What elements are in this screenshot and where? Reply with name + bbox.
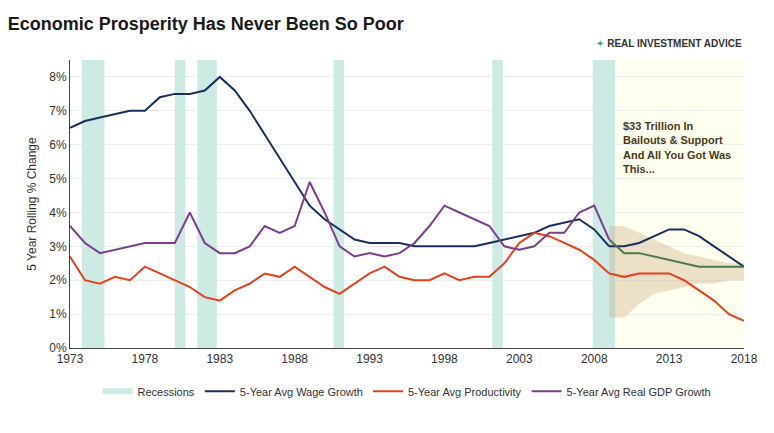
svg-text:2%: 2% xyxy=(49,273,67,287)
svg-text:Recessions: Recessions xyxy=(138,386,195,398)
svg-text:5-Year Avg Productivity: 5-Year Avg Productivity xyxy=(408,386,522,398)
svg-text:✦ REAL INVESTMENT ADVICE: ✦ REAL INVESTMENT ADVICE xyxy=(596,38,742,49)
svg-text:5-Year Avg Wage Growth: 5-Year Avg Wage Growth xyxy=(240,386,363,398)
svg-text:6%: 6% xyxy=(49,138,67,152)
svg-text:2013: 2013 xyxy=(656,352,683,366)
svg-text:8%: 8% xyxy=(49,70,67,84)
svg-text:5-Year Avg Real GDP Growth: 5-Year Avg Real GDP Growth xyxy=(567,386,711,398)
svg-text:1%: 1% xyxy=(49,307,67,321)
svg-text:$33 Trillion InBailouts & Supp: $33 Trillion InBailouts & SupportAnd All… xyxy=(623,120,731,175)
svg-text:2008: 2008 xyxy=(581,352,608,366)
svg-text:3%: 3% xyxy=(49,240,67,254)
svg-text:1978: 1978 xyxy=(132,352,159,366)
svg-text:1983: 1983 xyxy=(206,352,233,366)
svg-text:1998: 1998 xyxy=(431,352,458,366)
svg-text:4%: 4% xyxy=(49,206,67,220)
svg-text:5%: 5% xyxy=(49,172,67,186)
svg-text:Economic Prosperity Has Never: Economic Prosperity Has Never Been So Po… xyxy=(8,14,404,34)
svg-text:7%: 7% xyxy=(49,104,67,118)
svg-text:2018: 2018 xyxy=(731,352,758,366)
svg-text:2003: 2003 xyxy=(506,352,533,366)
svg-text:0%: 0% xyxy=(49,341,67,355)
svg-text:1988: 1988 xyxy=(281,352,308,366)
svg-text:5 Year Rolling % Change: 5 Year Rolling % Change xyxy=(25,137,39,271)
svg-text:1973: 1973 xyxy=(57,352,84,366)
svg-text:1993: 1993 xyxy=(356,352,383,366)
